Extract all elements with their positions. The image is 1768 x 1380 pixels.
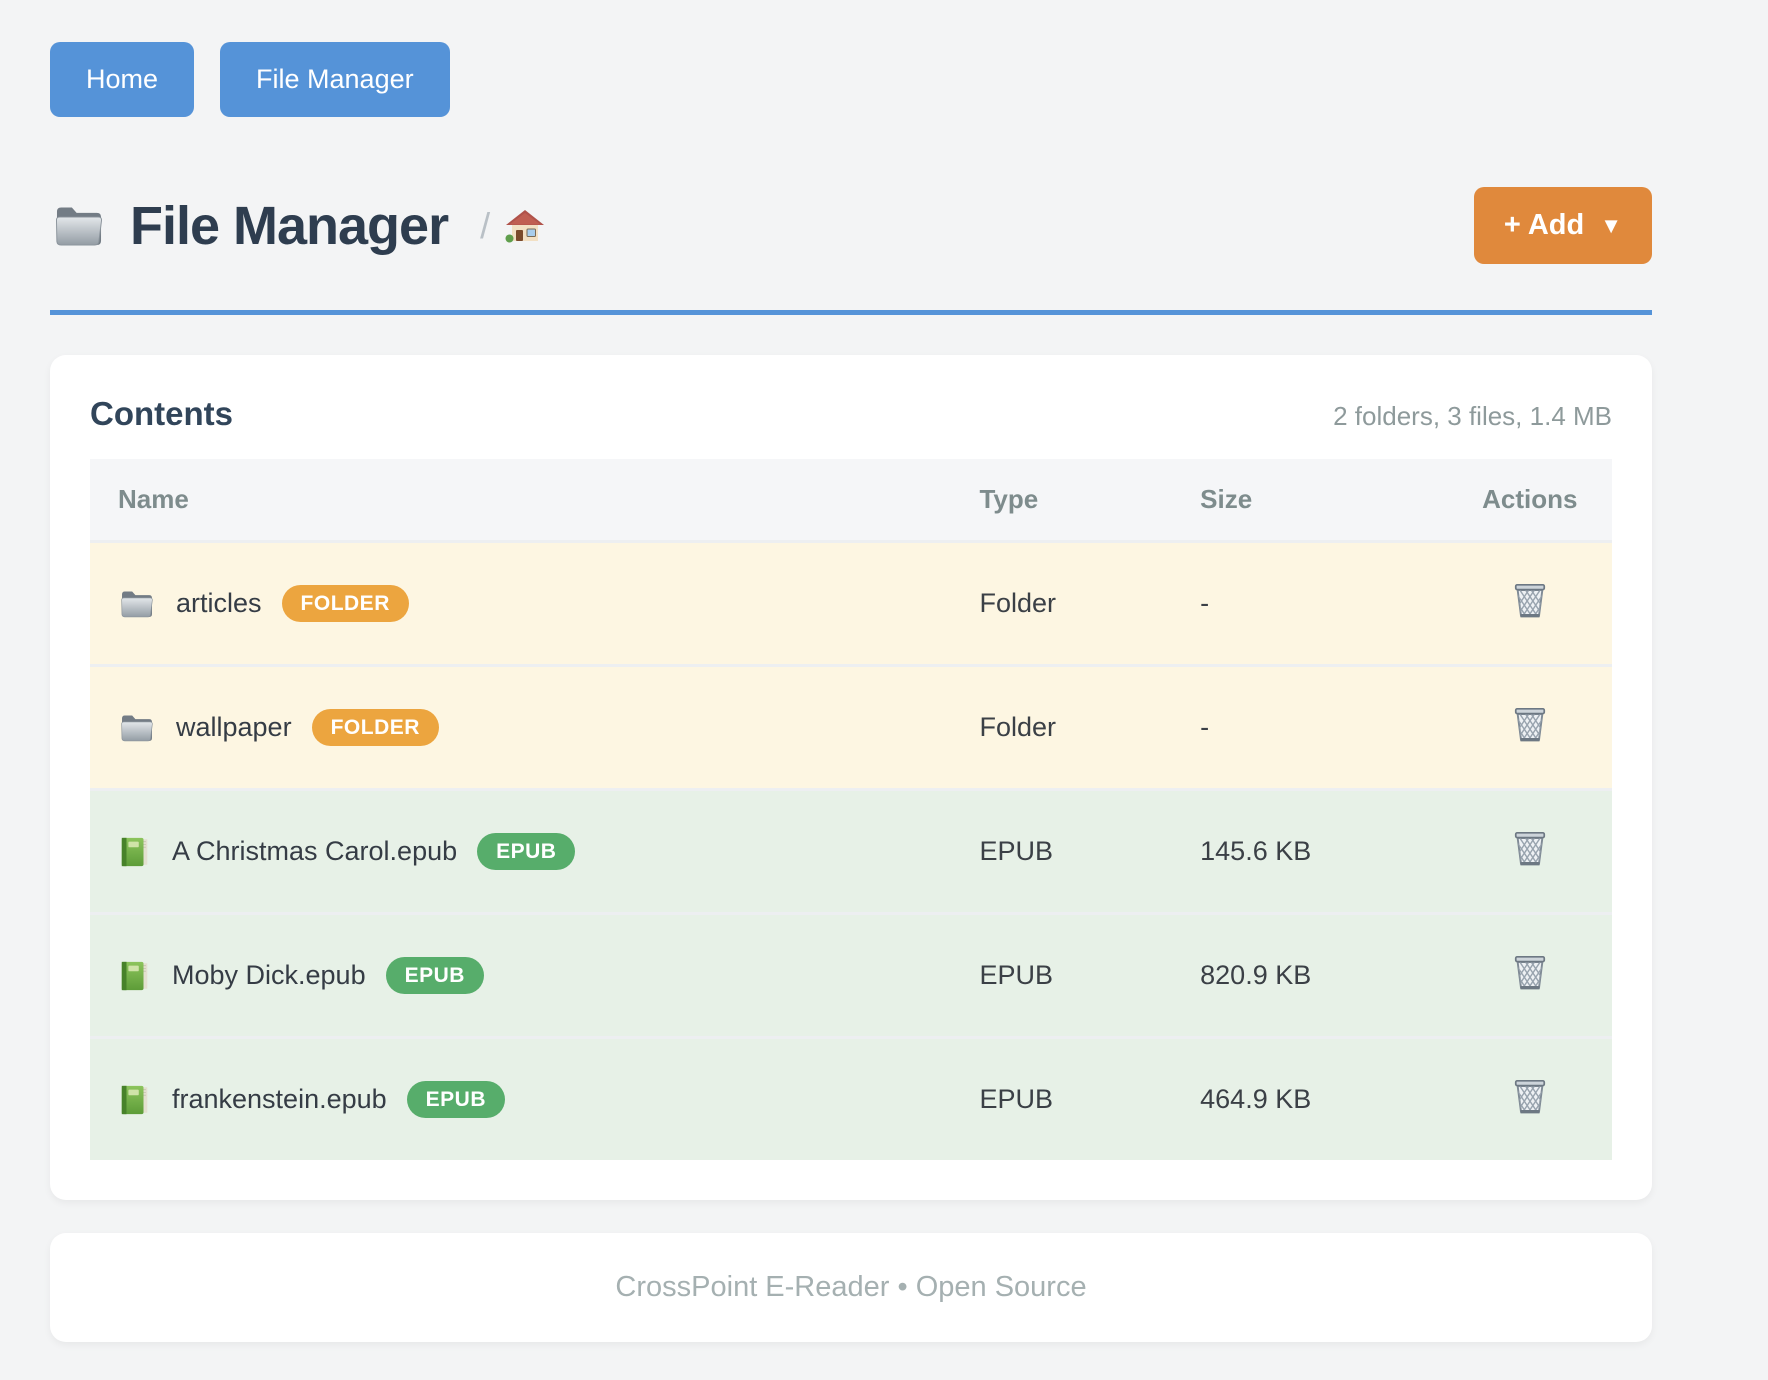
delete-button[interactable] (1511, 579, 1549, 621)
footer-text: CrossPoint E-Reader • Open Source (615, 1271, 1087, 1303)
page-header: File Manager / + Add ▼ (50, 187, 1652, 315)
nav-button-home[interactable]: Home (50, 42, 195, 117)
page-title: File Manager (130, 195, 449, 256)
table-row-moby-dick[interactable]: Moby Dick.epub EPUB EPUB 820.9 KB (90, 912, 1612, 1038)
breadcrumb-separator: / (480, 204, 491, 246)
item-type: Folder (951, 664, 1173, 790)
contents-card: Contents 2 folders, 3 files, 1.4 MB Name… (50, 355, 1652, 1200)
wastebasket-icon (1511, 703, 1549, 745)
wastebasket-icon (1511, 1075, 1549, 1117)
contents-title: Contents (90, 395, 233, 432)
folder-icon (118, 587, 156, 621)
caret-down-icon: ▼ (1600, 212, 1622, 238)
folder-badge: FOLDER (281, 585, 409, 622)
item-type: EPUB (951, 1036, 1173, 1160)
table-header-row: Name Type Size Actions (90, 459, 1612, 542)
column-header-name: Name (90, 459, 952, 542)
item-size: 145.6 KB (1172, 788, 1448, 914)
green-book-icon (118, 835, 152, 869)
epub-badge: EPUB (477, 833, 576, 870)
footer-card: CrossPoint E-Reader • Open Source (50, 1233, 1652, 1342)
item-size: - (1172, 664, 1448, 790)
add-button-label: + Add (1503, 209, 1585, 241)
item-size: - (1172, 540, 1448, 666)
item-name[interactable]: Moby Dick.epub (172, 960, 366, 990)
table-row-wallpaper[interactable]: wallpaper FOLDER Folder - (90, 664, 1612, 790)
column-header-size: Size (1172, 459, 1448, 542)
epub-badge: EPUB (406, 1081, 506, 1118)
folder-badge: FOLDER (311, 709, 439, 746)
green-book-icon (118, 1083, 152, 1117)
delete-button[interactable] (1511, 951, 1549, 993)
delete-button[interactable] (1511, 703, 1549, 745)
wastebasket-icon (1511, 951, 1549, 993)
table-row-articles[interactable]: articles FOLDER Folder - (90, 540, 1612, 666)
item-type: EPUB (951, 788, 1173, 914)
column-header-type: Type (951, 459, 1173, 542)
item-name[interactable]: wallpaper (176, 712, 292, 742)
item-name[interactable]: A Christmas Carol.epub (172, 836, 458, 866)
green-book-icon (118, 959, 152, 993)
nav-button-file-manager[interactable]: File Manager (220, 42, 450, 117)
table-row-frankenstein[interactable]: frankenstein.epub EPUB EPUB 464.9 KB (90, 1036, 1612, 1160)
top-nav: Home File Manager (50, 0, 1652, 117)
table-row-christmas-carol[interactable]: A Christmas Carol.epub EPUB EPUB 145.6 K… (90, 788, 1612, 914)
delete-button[interactable] (1511, 827, 1549, 869)
item-type: Folder (951, 540, 1173, 666)
item-type: EPUB (951, 912, 1173, 1038)
epub-badge: EPUB (385, 957, 484, 994)
add-button[interactable]: + Add ▼ (1473, 187, 1652, 264)
page-container: Home File Manager File Manager / + Add ▼… (50, 0, 1652, 1342)
wastebasket-icon (1511, 579, 1549, 621)
item-size: 820.9 KB (1172, 912, 1448, 1038)
column-header-actions: Actions (1447, 459, 1612, 542)
item-name[interactable]: articles (176, 588, 262, 618)
folder-icon (118, 711, 156, 745)
home-icon[interactable] (504, 207, 546, 244)
contents-card-header: Contents 2 folders, 3 files, 1.4 MB (90, 395, 1612, 433)
item-name[interactable]: frankenstein.epub (172, 1084, 387, 1114)
contents-summary: 2 folders, 3 files, 1.4 MB (1333, 401, 1612, 431)
item-size: 464.9 KB (1172, 1036, 1448, 1160)
file-table: Name Type Size Actions articles FOLDER (90, 459, 1612, 1160)
wastebasket-icon (1511, 827, 1549, 869)
delete-button[interactable] (1511, 1075, 1549, 1117)
open-folder-icon (50, 201, 108, 251)
